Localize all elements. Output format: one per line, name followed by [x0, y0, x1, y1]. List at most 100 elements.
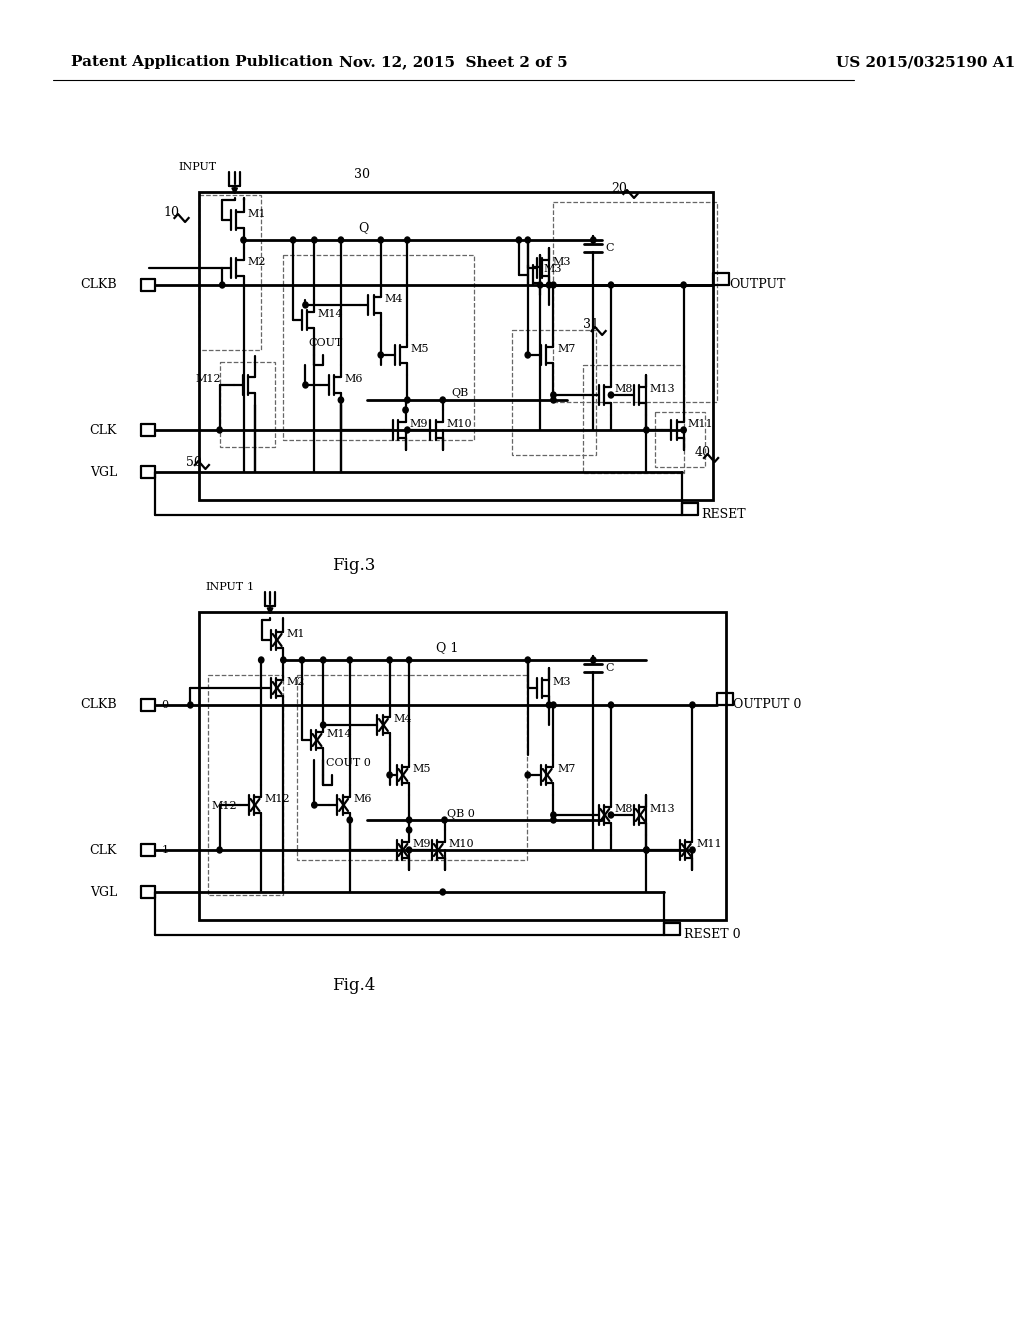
Bar — [553, 202, 717, 403]
Text: INPUT: INPUT — [206, 582, 244, 591]
Circle shape — [407, 657, 412, 663]
Text: 1: 1 — [246, 582, 253, 591]
Circle shape — [516, 238, 521, 243]
Text: M9: M9 — [413, 840, 431, 849]
Circle shape — [217, 847, 222, 853]
Bar — [200, 191, 713, 500]
Bar — [655, 412, 705, 467]
Text: M4: M4 — [393, 714, 412, 723]
Text: M10: M10 — [446, 418, 472, 429]
Text: Fig.4: Fig.4 — [333, 977, 376, 994]
Circle shape — [551, 702, 556, 708]
Text: M7: M7 — [557, 764, 575, 774]
Circle shape — [303, 381, 308, 388]
Circle shape — [644, 847, 649, 853]
Circle shape — [551, 817, 556, 822]
Text: Patent Application Publication: Patent Application Publication — [71, 55, 333, 69]
Text: M3: M3 — [544, 264, 562, 275]
Text: INPUT: INPUT — [179, 162, 217, 172]
Text: M5: M5 — [411, 345, 429, 354]
Text: M4: M4 — [384, 294, 402, 304]
Circle shape — [338, 238, 344, 243]
Circle shape — [442, 817, 447, 822]
Circle shape — [321, 657, 326, 663]
Text: C: C — [605, 663, 614, 673]
Bar — [583, 366, 684, 473]
Circle shape — [608, 392, 613, 399]
Circle shape — [311, 238, 317, 243]
Text: CLK: CLK — [89, 843, 117, 857]
Text: M11: M11 — [687, 418, 713, 429]
Circle shape — [217, 426, 222, 433]
Circle shape — [591, 657, 596, 663]
Circle shape — [551, 397, 556, 403]
Text: RESET 0: RESET 0 — [684, 928, 740, 941]
Circle shape — [440, 888, 445, 895]
Text: M3: M3 — [553, 677, 571, 686]
Circle shape — [551, 282, 556, 288]
Bar — [297, 675, 527, 861]
Text: CLKB: CLKB — [80, 279, 117, 292]
Text: COUT 0: COUT 0 — [326, 758, 371, 768]
Circle shape — [407, 817, 412, 822]
Text: VGL: VGL — [90, 886, 117, 899]
Text: M12: M12 — [212, 801, 238, 810]
Text: OUTPUT 0: OUTPUT 0 — [733, 698, 802, 711]
Circle shape — [690, 702, 695, 708]
Text: VGL: VGL — [90, 466, 117, 479]
Circle shape — [644, 847, 649, 853]
Text: M2: M2 — [247, 257, 265, 267]
Circle shape — [402, 407, 409, 413]
Text: QB: QB — [452, 388, 469, 399]
Text: Q 1: Q 1 — [435, 642, 458, 655]
Circle shape — [387, 657, 392, 663]
Text: M2: M2 — [287, 677, 305, 686]
Text: M8: M8 — [614, 804, 633, 814]
Circle shape — [404, 238, 410, 243]
Text: 30: 30 — [354, 169, 371, 181]
Text: 1: 1 — [161, 845, 168, 855]
Circle shape — [407, 828, 412, 833]
Text: M13: M13 — [650, 384, 676, 393]
Text: 31: 31 — [583, 318, 599, 331]
Text: OUTPUT: OUTPUT — [729, 279, 785, 292]
Text: QB 0: QB 0 — [447, 809, 475, 818]
Text: M3: M3 — [553, 257, 571, 267]
Circle shape — [241, 238, 246, 243]
Bar — [512, 330, 596, 455]
Text: Q: Q — [358, 222, 369, 235]
Circle shape — [338, 397, 344, 403]
Circle shape — [608, 282, 613, 288]
Circle shape — [551, 812, 556, 818]
Bar — [200, 612, 726, 920]
Circle shape — [281, 657, 286, 663]
Bar — [219, 362, 274, 447]
Circle shape — [591, 238, 596, 243]
Circle shape — [259, 657, 264, 663]
Text: Fig.3: Fig.3 — [333, 557, 376, 573]
Circle shape — [407, 847, 412, 853]
Text: 40: 40 — [695, 446, 711, 458]
Circle shape — [187, 702, 194, 708]
Circle shape — [525, 772, 530, 777]
Circle shape — [219, 282, 225, 288]
Circle shape — [404, 397, 410, 403]
Circle shape — [547, 702, 552, 708]
Circle shape — [681, 426, 686, 433]
Circle shape — [547, 282, 552, 288]
Circle shape — [525, 238, 530, 243]
Text: M6: M6 — [353, 795, 372, 804]
Text: M10: M10 — [449, 840, 474, 849]
Text: COUT: COUT — [308, 338, 342, 348]
Circle shape — [378, 238, 383, 243]
Text: 50: 50 — [186, 457, 202, 470]
Text: M7: M7 — [557, 345, 575, 354]
Text: M12: M12 — [196, 374, 221, 384]
Circle shape — [347, 817, 352, 822]
Text: CLKB: CLKB — [80, 698, 117, 711]
Circle shape — [608, 702, 613, 708]
Bar — [284, 255, 474, 440]
Circle shape — [681, 282, 686, 288]
Text: 20: 20 — [611, 181, 627, 194]
Circle shape — [404, 426, 410, 433]
